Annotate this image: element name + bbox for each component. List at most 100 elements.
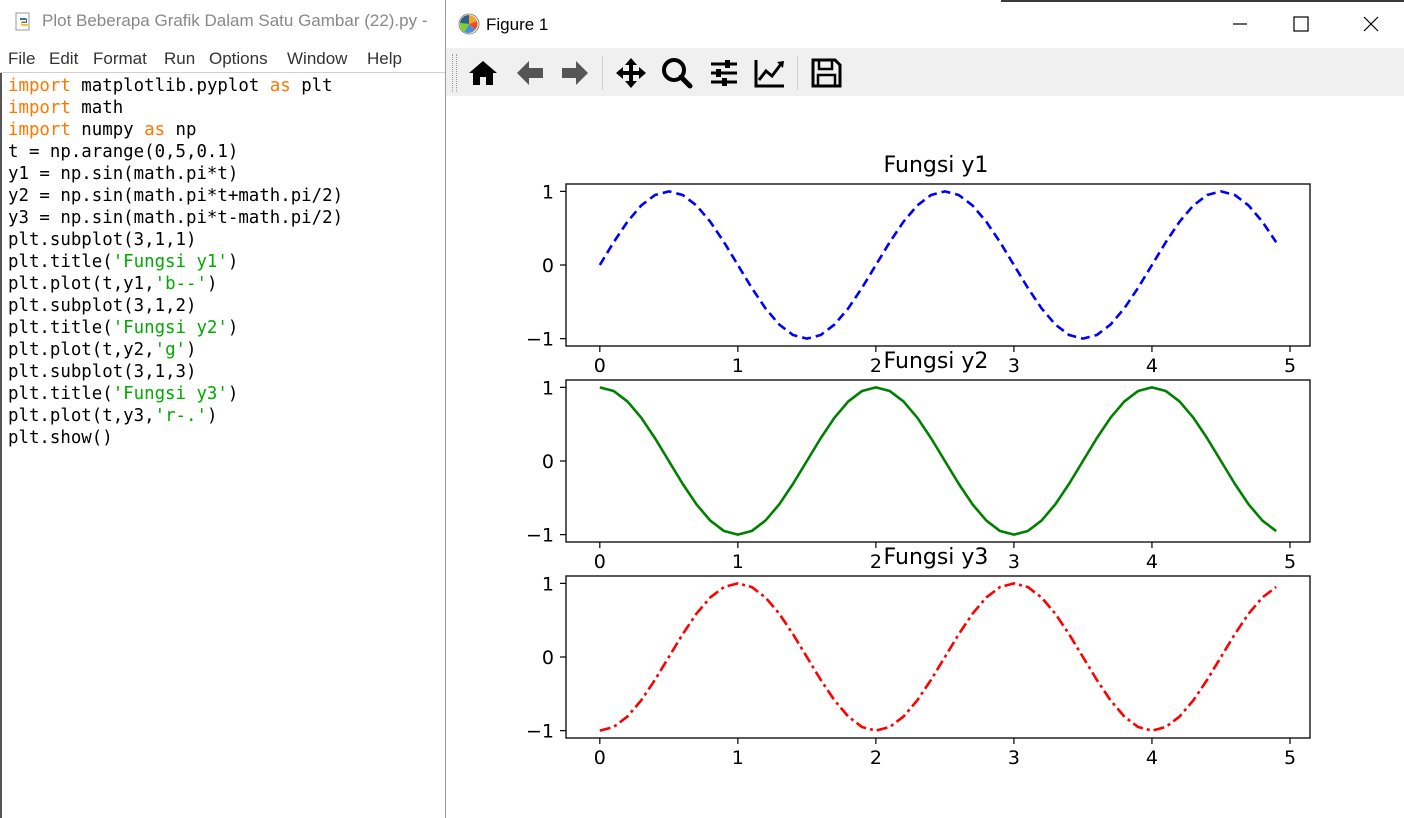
y-tick-label: 1 xyxy=(542,573,554,595)
x-tick-label: 3 xyxy=(1008,747,1020,769)
subplot-3: 0 1 2 3 4 5 1 0 −1 Fungsi y3 xyxy=(526,545,1311,769)
x-tick-label: 2 xyxy=(870,747,882,769)
series-line xyxy=(599,386,1277,536)
menu-file[interactable]: File xyxy=(8,49,36,68)
code-text: ) xyxy=(227,384,239,404)
matplotlib-logo-icon xyxy=(458,13,480,35)
x-tick-label: 5 xyxy=(1284,747,1296,769)
maximize-icon[interactable] xyxy=(1287,10,1315,38)
y-tick-label: 0 xyxy=(542,647,554,669)
code-keyword: import xyxy=(8,98,71,118)
code-text: y3 = np.sin(math.pi*t-math.pi/2) xyxy=(8,208,344,228)
edit-axis-icon[interactable] xyxy=(753,56,787,90)
code-text: numpy xyxy=(70,120,145,140)
figure-toolbar xyxy=(446,48,1404,96)
editor-left-edge xyxy=(0,73,2,818)
minimize-icon[interactable] xyxy=(1226,10,1254,38)
configure-subplots-icon[interactable] xyxy=(707,56,741,90)
pan-icon[interactable] xyxy=(614,56,648,90)
axes-frame xyxy=(565,379,1311,543)
code-text: plt.subplot(3,1,3) xyxy=(8,362,197,382)
close-icon[interactable] xyxy=(1357,10,1385,38)
code-line: import math xyxy=(8,97,343,119)
code-line: plt.subplot(3,1,1) xyxy=(8,229,343,251)
subplot-1: 0 1 2 3 4 5 1 0 −1 Fungsi y1 xyxy=(526,153,1311,377)
series-line xyxy=(599,582,1277,732)
menu-edit[interactable]: Edit xyxy=(49,49,79,68)
save-icon[interactable] xyxy=(809,56,843,90)
code-text: y1 = np.sin(math.pi*t) xyxy=(8,164,239,184)
figure-titlebar[interactable]: Figure 1 xyxy=(446,0,1404,48)
x-tick-label: 0 xyxy=(594,747,606,769)
y-tick-label: 1 xyxy=(542,377,554,399)
y-tick-label: −1 xyxy=(526,525,554,547)
plot-canvas[interactable]: 0 1 2 3 4 5 1 0 −1 Fungsi y1 0 1 2 3 4 5 1 0 −1 Fungsi y2 0 1… xyxy=(446,96,1404,818)
python-file-icon xyxy=(15,12,30,31)
y-tick-label: 0 xyxy=(542,451,554,473)
x-tick-label: 2 xyxy=(870,551,882,573)
home-icon[interactable] xyxy=(466,56,500,90)
code-text: plt.title( xyxy=(8,252,113,272)
editor-titlebar[interactable]: Plot Beberapa Grafik Dalam Satu Gambar (… xyxy=(0,0,446,44)
code-line: plt.plot(t,y3,'r-.') xyxy=(8,405,343,427)
code-text: plt.title( xyxy=(8,318,113,338)
code-line: plt.plot(t,y2,'g') xyxy=(8,339,343,361)
subplot-title: Fungsi y2 xyxy=(884,349,989,374)
code-text: ) xyxy=(186,340,197,360)
x-tick-label: 3 xyxy=(1008,551,1020,573)
x-tick-label: 1 xyxy=(732,551,744,573)
code-line: y2 = np.sin(math.pi*t+math.pi/2) xyxy=(8,185,343,207)
forward-icon[interactable] xyxy=(558,56,592,90)
editor-divider xyxy=(0,72,446,73)
x-tick-label: 4 xyxy=(1146,747,1158,769)
editor-window: Plot Beberapa Grafik Dalam Satu Gambar (… xyxy=(0,0,446,818)
code-string: 'Fungsi y3' xyxy=(112,384,228,404)
code-string: 'Fungsi y2' xyxy=(112,318,228,338)
x-tick-label: 1 xyxy=(732,747,744,769)
code-line: import numpy as np xyxy=(8,119,343,141)
code-text: plt.plot(t,y3, xyxy=(8,406,155,426)
code-keyword: as xyxy=(269,76,291,96)
editor-title: Plot Beberapa Grafik Dalam Satu Gambar (… xyxy=(42,11,428,30)
menu-run[interactable]: Run xyxy=(164,49,196,68)
code-line: plt.subplot(3,1,2) xyxy=(8,295,343,317)
code-text: ) xyxy=(206,274,218,294)
zoom-icon[interactable] xyxy=(660,56,694,90)
code-text: y2 = np.sin(math.pi*t+math.pi/2) xyxy=(8,186,344,206)
series-line xyxy=(598,190,1278,340)
figure-title: Figure 1 xyxy=(486,15,549,34)
subplot-2: 0 1 2 3 4 5 1 0 −1 Fungsi y2 xyxy=(526,349,1311,573)
code-line: plt.plot(t,y1,'b--') xyxy=(8,273,343,295)
code-text: ) xyxy=(206,406,218,426)
code-text: plt.plot(t,y1, xyxy=(8,274,155,294)
toolbar-separator xyxy=(797,56,798,90)
menu-window[interactable]: Window xyxy=(287,49,348,68)
code-text: np xyxy=(165,120,197,140)
y-tick-label: 0 xyxy=(542,255,554,277)
x-tick-label: 1 xyxy=(732,355,744,377)
toolbar-separator xyxy=(602,56,603,90)
figure-window: Figure 1 xyxy=(445,0,1404,818)
code-keyword: import xyxy=(8,76,71,96)
x-tick-label: 2 xyxy=(870,355,882,377)
code-line: import matplotlib.pyplot as plt xyxy=(8,75,343,97)
back-icon[interactable] xyxy=(513,56,547,90)
code-keyword: import xyxy=(8,120,71,140)
code-line: plt.title('Fungsi y3') xyxy=(8,383,343,405)
code-editor-text-area[interactable]: import matplotlib.pyplot as plt import ma… xyxy=(8,75,343,449)
code-line: plt.subplot(3,1,3) xyxy=(8,361,343,383)
code-text: plt.subplot(3,1,1) xyxy=(8,230,197,250)
code-text: plt.title( xyxy=(8,384,113,404)
code-string: 'b--' xyxy=(154,274,207,294)
y-tick-label: 1 xyxy=(542,181,554,203)
y-tick-label: −1 xyxy=(526,329,554,351)
code-line: y3 = np.sin(math.pi*t-math.pi/2) xyxy=(8,207,343,229)
x-tick-label: 5 xyxy=(1284,551,1296,573)
menu-options[interactable]: Options xyxy=(209,49,268,68)
toolbar-grip[interactable] xyxy=(452,54,457,92)
menu-format[interactable]: Format xyxy=(93,49,147,68)
menu-help[interactable]: Help xyxy=(367,49,402,68)
x-tick-label: 5 xyxy=(1284,355,1296,377)
code-string: 'Fungsi y1' xyxy=(112,252,228,272)
y-tick-label: −1 xyxy=(526,721,554,743)
